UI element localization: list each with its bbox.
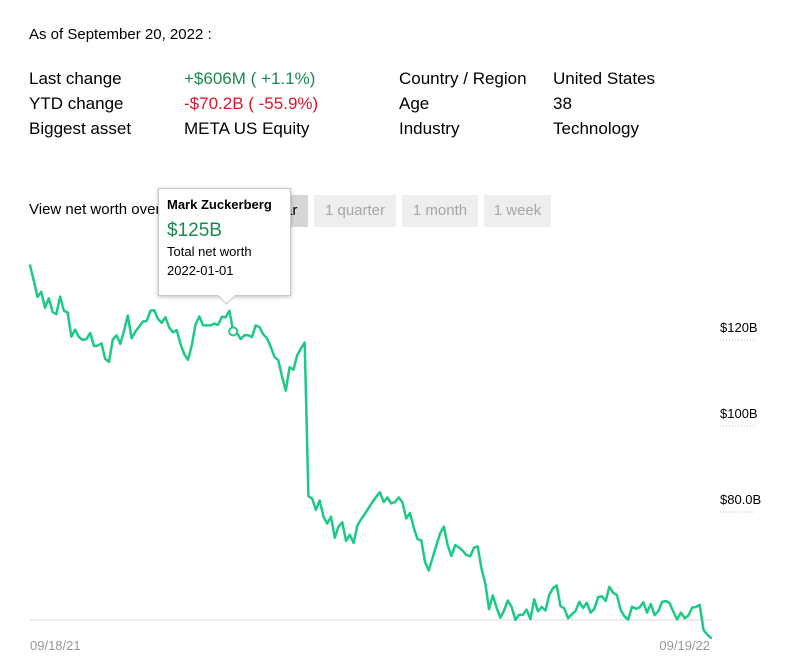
hover-point [228,326,239,337]
x-tick-label-end: 09/19/22 [659,638,710,653]
industry-value: Technology [553,119,640,138]
country-value: United States [553,69,656,88]
y-tick-label: $120B [720,320,758,335]
last-change-label: Last change [29,69,122,88]
y-tick-label: $80.0B [720,492,761,507]
net-worth-series-line [28,264,713,640]
range-button-1-month[interactable]: 1 month [402,195,478,227]
chart-tooltip: Mark Zuckerberg $125B Total net worth 20… [158,188,291,296]
facts-values-right: United States 38 Technology [553,66,655,141]
last-change-value: +$606M ( +1.1%) [184,69,316,88]
ytd-change-value: -$70.2B ( -55.9%) [184,94,319,113]
facts-labels-left: Last change YTD change Biggest asset [29,66,131,141]
range-button-1-week[interactable]: 1 week [484,195,551,227]
x-tick-label-start: 09/18/21 [30,638,81,653]
tooltip-name: Mark Zuckerberg [167,197,272,212]
ytd-change-label: YTD change [29,94,124,113]
age-value: 38 [553,94,572,113]
as-of-date: As of September 20, 2022 : [29,26,212,43]
tooltip-value: $125B [167,220,222,241]
y-axis: $120B $100B $80.0B [720,320,761,513]
range-button-1-quarter[interactable]: 1 quarter [314,195,396,227]
country-label: Country / Region [399,69,527,88]
tooltip-subtitle: Total net worth [167,244,252,259]
biggest-asset-label: Biggest asset [29,119,132,138]
y-tick-label: $100B [720,406,758,421]
industry-label: Industry [399,119,460,138]
biggest-asset-value: META US Equity [184,119,310,138]
tooltip-date: 2022-01-01 [167,263,234,278]
facts-values-left: +$606M ( +1.1%) -$70.2B ( -55.9%) META U… [184,66,318,141]
age-label: Age [399,94,430,113]
range-selector-label: View net worth over [29,201,161,218]
facts-labels-right: Country / Region Age Industry [399,66,527,141]
